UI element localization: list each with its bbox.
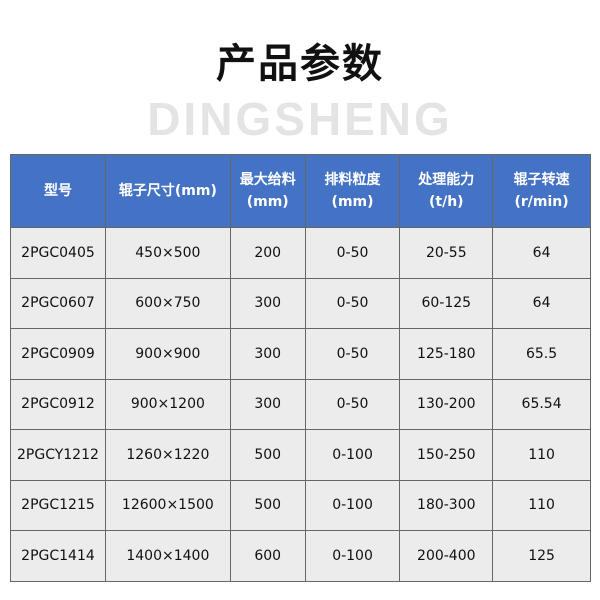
table-cell: 110 [492, 429, 591, 481]
table-cell: 450×500 [104, 227, 231, 279]
table-cell: 65.54 [492, 378, 591, 430]
table-cell: 300 [229, 378, 306, 430]
table-cell: 110 [492, 479, 591, 531]
column-header: 辊子尺寸(mm) [104, 154, 231, 228]
table-row: 2PGC0912 900×1200 300 0-50 130-200 65.54 [10, 378, 591, 430]
table-cell: 300 [229, 277, 306, 329]
table-cell: 150-250 [399, 429, 494, 481]
table-cell: 2PGC0607 [10, 277, 106, 329]
table-cell: 64 [492, 227, 591, 279]
header-label: (mm) [331, 194, 374, 210]
table-cell: 125-180 [399, 328, 494, 380]
table-cell: 0-50 [304, 227, 401, 279]
column-header: 处理能力 (t/h) [399, 154, 494, 228]
table-row: 2PGC0405 450×500 200 0-50 20-55 64 [10, 227, 591, 279]
table-cell: 65.5 [492, 328, 591, 380]
table-cell: 0-50 [304, 328, 401, 380]
table-row: 2PGC1414 1400×1400 600 0-100 200-400 125 [10, 530, 591, 582]
table-cell: 300 [229, 328, 306, 380]
table-cell: 1260×1220 [104, 429, 231, 481]
watermark: DINGSHENG [147, 93, 453, 145]
column-header: 排料粒度 (mm) [304, 154, 401, 228]
column-header: 型号 [10, 154, 106, 228]
header-row: 型号 辊子尺寸(mm) 最大给料 (mm) 排料粒度 (mm) 处理能力 (t/h) 辊子转速 (… [10, 154, 591, 228]
table-cell: 900×1200 [104, 378, 231, 430]
table-row: 2PGC0909 900×900 300 0-50 125-180 65.5 [10, 328, 591, 380]
header-label: 辊子转速 [513, 172, 570, 188]
table-row: 2PGC1215 12600×1500 500 0-100 180-300 110 [10, 479, 591, 531]
table-cell: 180-300 [399, 479, 494, 531]
table-cell: 0-100 [304, 479, 401, 531]
header-label: 型号 [43, 183, 72, 199]
table-row: 2PGCY1212 1260×1220 500 0-100 150-250 110 [10, 429, 591, 481]
table-cell: 500 [229, 479, 306, 531]
table-cell: 200-400 [399, 530, 494, 582]
table-cell: 2PGC0912 [10, 378, 106, 430]
table-cell: 0-100 [304, 429, 401, 481]
table-cell: 2PGCY1212 [10, 429, 106, 481]
table-cell: 1400×1400 [104, 530, 231, 582]
table-cell: 130-200 [399, 378, 494, 430]
table-cell: 2PGC1215 [10, 479, 106, 531]
table-cell: 64 [492, 277, 591, 329]
table-cell: 0-100 [304, 530, 401, 582]
header-label: (t/h) [429, 194, 464, 210]
table-cell: 12600×1500 [104, 479, 231, 531]
table-cell: 60-125 [399, 277, 494, 329]
table-cell: 2PGC0405 [10, 227, 106, 279]
table-cell: 0-50 [304, 378, 401, 430]
page-title: 产品参数 [216, 41, 384, 87]
table-cell: 0-50 [304, 277, 401, 329]
table-cell: 200 [229, 227, 306, 279]
column-header: 最大给料 (mm) [229, 154, 306, 228]
table-cell: 125 [492, 530, 591, 582]
table-cell: 500 [229, 429, 306, 481]
header-label: 辊子尺寸(mm) [118, 183, 217, 199]
table-cell: 2PGC1414 [10, 530, 106, 582]
header-label: 排料粒度 [324, 172, 381, 188]
header-label: 处理能力 [418, 172, 475, 188]
table-cell: 600×750 [104, 277, 231, 329]
table-cell: 600 [229, 530, 306, 582]
header-label: (mm) [246, 194, 289, 210]
table-row: 2PGC0607 600×750 300 0-50 60-125 64 [10, 277, 591, 329]
table-cell: 2PGC0909 [10, 328, 106, 380]
table-cell: 20-55 [399, 227, 494, 279]
header-label: 最大给料 [239, 172, 296, 188]
table-cell: 900×900 [104, 328, 231, 380]
header-label: (r/min) [514, 194, 569, 210]
column-header: 辊子转速 (r/min) [492, 154, 591, 228]
spec-table: 型号 辊子尺寸(mm) 最大给料 (mm) 排料粒度 (mm) 处理能力 (t/h) 辊子转速 (… [10, 154, 591, 582]
